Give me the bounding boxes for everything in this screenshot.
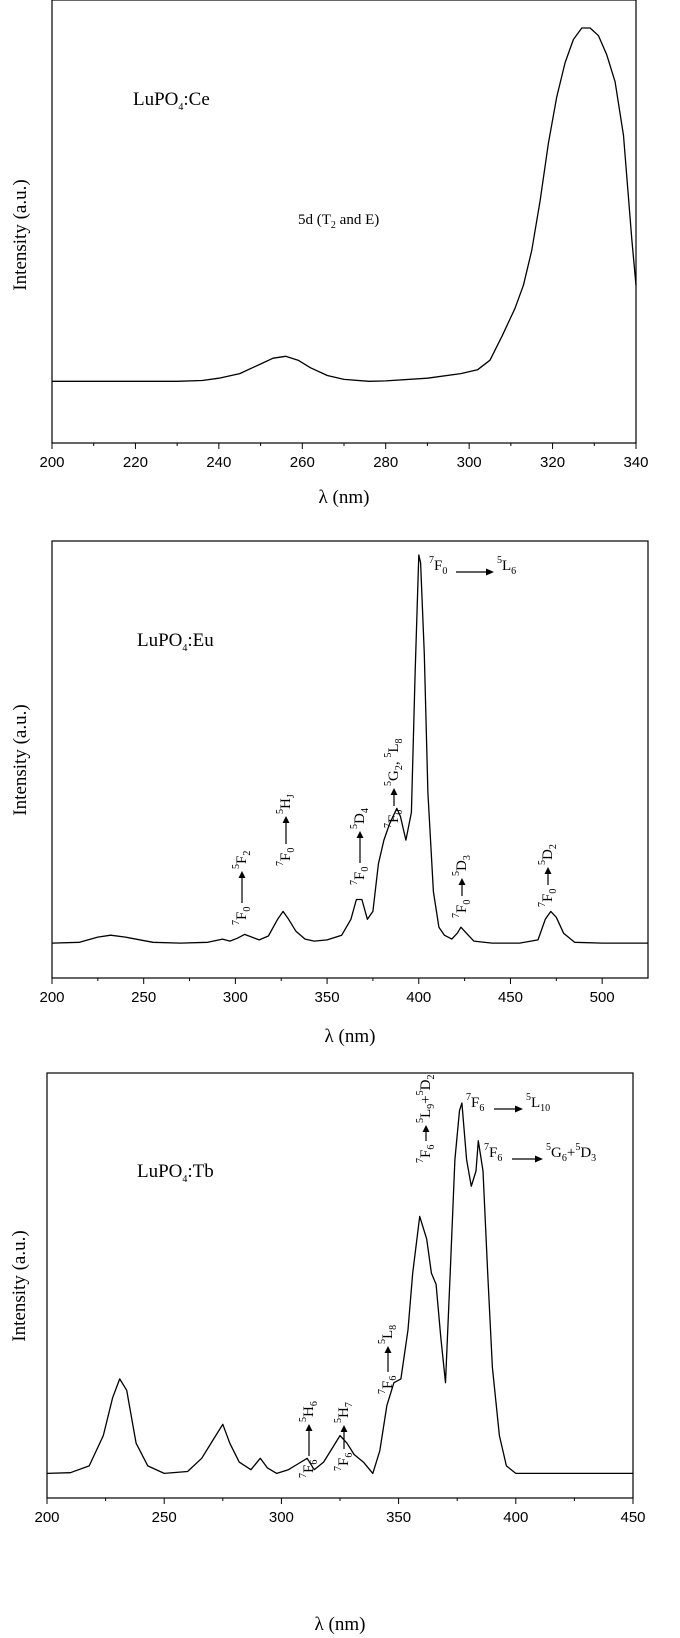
series-line-eu xyxy=(51,554,648,944)
svg-text:7F0: 7F0 xyxy=(231,907,253,925)
svg-text:7F0: 7F0 xyxy=(451,900,473,918)
x-tick-label: 200 xyxy=(39,454,64,471)
transition-label-5HJ: 7F0 5HJ xyxy=(275,794,297,866)
panel-tb: 200 250 300 350 400 450 Intensity (a.u.) λ (n… xyxy=(9,1072,646,1635)
svg-text:5G6+5D3: 5G6+5D3 xyxy=(546,1142,596,1164)
svg-text:7F6: 7F6 xyxy=(377,1376,399,1394)
transition-label-5D4: 7F0 5D4 xyxy=(349,808,371,885)
y-axis-label: Intensity (a.u.) xyxy=(10,704,31,815)
svg-text:5L6: 5L6 xyxy=(497,555,516,577)
x-tick-label: 450 xyxy=(498,989,523,1006)
svg-text:7F0: 7F0 xyxy=(349,867,371,885)
svg-text:5H7: 5H7 xyxy=(333,1402,355,1423)
x-axis-label: λ (nm) xyxy=(319,487,370,508)
x-tick-label: 320 xyxy=(540,454,565,471)
svg-text:5HJ: 5HJ xyxy=(275,794,297,814)
x-tick-label: 500 xyxy=(590,989,615,1006)
x-tick-label: 300 xyxy=(457,454,482,471)
panel-eu: 200 250 300 350 400 450 500 Intensity (a.u.) λ… xyxy=(10,540,649,1047)
transition-label-5L8: 7F6 5L8 xyxy=(377,1325,399,1394)
svg-text:5F2: 5F2 xyxy=(231,851,253,869)
transition-label-5L9-5D2: 7F6 5L9+5D2 xyxy=(415,1075,437,1163)
x-axis-label: λ (nm) xyxy=(325,1026,376,1047)
x-tick-label: 300 xyxy=(269,1509,294,1526)
svg-text:5L10: 5L10 xyxy=(526,1092,550,1114)
svg-text:7F0: 7F0 xyxy=(275,848,297,866)
svg-text:7F0: 7F0 xyxy=(429,555,447,577)
transition-label-5H7: 7F6 5H7 xyxy=(333,1402,355,1471)
series-line-tb xyxy=(46,1102,633,1475)
x-axis-label: λ (nm) xyxy=(315,1614,366,1635)
x-tick-label: 400 xyxy=(406,989,431,1006)
transition-label-5L6: 7F0 5L6 xyxy=(429,555,516,577)
svg-text:5L8: 5L8 xyxy=(377,1325,399,1344)
y-axis-label: Intensity (a.u.) xyxy=(9,1230,30,1341)
transition-label-5L10: 7F6 5L10 xyxy=(466,1092,550,1114)
transition-label-5D3: 7F0 5D3 xyxy=(451,855,473,918)
x-ticks: 200 250 300 350 400 450 500 xyxy=(39,978,615,1006)
x-tick-label: 350 xyxy=(315,989,340,1006)
x-tick-label: 280 xyxy=(373,454,398,471)
svg-text:7F6: 7F6 xyxy=(298,1460,320,1478)
panel-title-eu: LuPO4:Eu xyxy=(137,630,214,654)
svg-text:7F6: 7F6 xyxy=(415,1145,437,1163)
svg-text:5L9+5D2: 5L9+5D2 xyxy=(415,1075,437,1123)
svg-text:7F0: 7F0 xyxy=(383,810,405,828)
x-tick-label: 260 xyxy=(290,454,315,471)
svg-text:5G2, 5L8: 5G2, 5L8 xyxy=(383,738,405,786)
series-line-ce xyxy=(52,27,637,382)
svg-text:7F6: 7F6 xyxy=(333,1453,355,1471)
x-ticks: 200 250 300 350 400 450 xyxy=(34,1498,646,1526)
x-tick-label: 200 xyxy=(39,989,64,1006)
svg-text:7F6: 7F6 xyxy=(466,1092,484,1114)
x-tick-label: 300 xyxy=(223,989,248,1006)
svg-text:5H6: 5H6 xyxy=(298,1401,320,1422)
x-tick-label: 400 xyxy=(503,1509,528,1526)
transition-label-5F2: 7F0 5F2 xyxy=(231,851,253,925)
transition-label-5G2-5L8: 7F0 5G2, 5L8 xyxy=(383,738,405,828)
transition-label-5D2: 7F0 5D2 xyxy=(537,844,559,907)
transition-label-5G6-5D3: 7F6 5G6+5D3 xyxy=(484,1142,596,1164)
panel-ce: 200 220 240 260 280 300 320 340 Intensity (a.u.… xyxy=(10,0,649,508)
svg-text:7F6: 7F6 xyxy=(484,1142,502,1164)
plot-frame xyxy=(51,540,649,979)
band-label-5d: 5d (T2 and E) xyxy=(298,212,379,231)
svg-text:5D3: 5D3 xyxy=(451,855,473,876)
svg-text:7F0: 7F0 xyxy=(537,889,559,907)
y-axis-label: Intensity (a.u.) xyxy=(10,179,31,290)
x-tick-label: 350 xyxy=(386,1509,411,1526)
panel-title-tb: LuPO4:Tb xyxy=(137,1161,214,1185)
x-tick-label: 340 xyxy=(623,454,648,471)
x-tick-label: 240 xyxy=(206,454,231,471)
x-tick-label: 220 xyxy=(123,454,148,471)
x-ticks: 200 220 240 260 280 300 320 340 xyxy=(39,443,649,471)
svg-text:5D4: 5D4 xyxy=(349,808,371,829)
x-tick-label: 250 xyxy=(152,1509,177,1526)
svg-text:5D2: 5D2 xyxy=(537,844,559,865)
transition-label-5H6: 7F6 5H6 xyxy=(298,1401,320,1478)
panel-title-ce: LuPO4:Ce xyxy=(133,89,210,113)
x-tick-label: 250 xyxy=(131,989,156,1006)
x-tick-label: 450 xyxy=(620,1509,645,1526)
x-tick-label: 200 xyxy=(34,1509,59,1526)
